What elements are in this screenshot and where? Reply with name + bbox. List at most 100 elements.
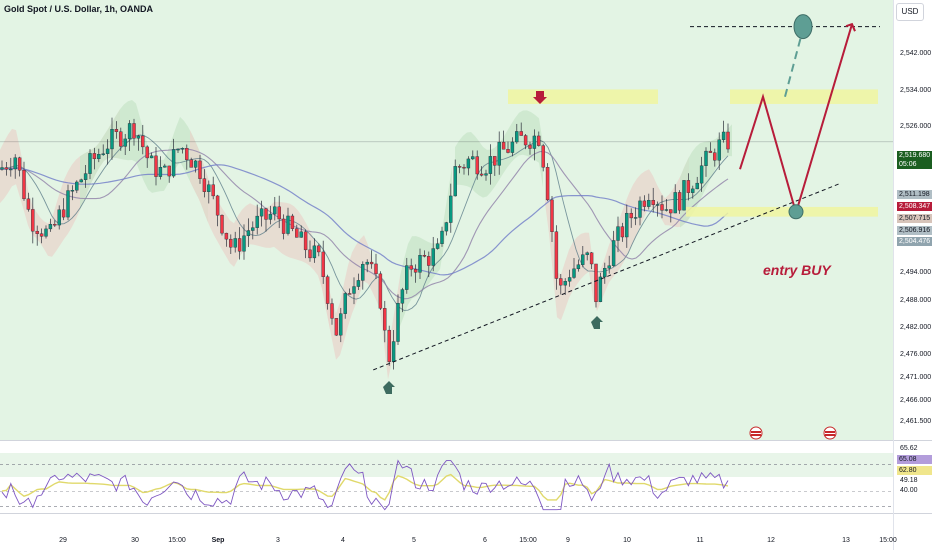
candle	[427, 251, 431, 278]
time-tick: 15:00	[168, 537, 186, 544]
candle	[484, 169, 488, 181]
candle	[264, 207, 268, 232]
candle-up	[149, 155, 154, 159]
candle-down	[462, 166, 466, 169]
candle	[629, 208, 633, 228]
candle	[655, 201, 660, 217]
candle-down	[629, 212, 633, 219]
candle-up	[352, 286, 356, 294]
candle-down	[475, 156, 479, 175]
candle	[383, 300, 387, 343]
candle-up	[123, 138, 127, 147]
candle-up	[339, 313, 343, 336]
candle-down	[374, 263, 378, 275]
level-badge: 2,508.347	[897, 202, 932, 211]
entry-point	[788, 204, 804, 220]
candle-down	[457, 166, 462, 168]
cloud-segment	[320, 235, 400, 380]
candle	[563, 278, 567, 295]
candle-up	[616, 226, 620, 241]
candle-down	[620, 226, 625, 238]
candle-down	[519, 131, 523, 136]
candle-down	[479, 173, 484, 176]
rsi-band	[0, 453, 893, 477]
candle-up	[673, 192, 677, 214]
candle-down	[211, 184, 215, 197]
candle-up	[625, 212, 629, 238]
target-point	[793, 14, 813, 40]
candle	[704, 147, 708, 177]
candle-up	[242, 235, 246, 252]
candle-up	[664, 209, 669, 211]
candle-up	[400, 289, 405, 304]
candle-down	[660, 204, 664, 211]
up-arrow-icon	[383, 381, 395, 394]
candle-up	[158, 167, 163, 177]
level-badge: 2,504.476	[897, 237, 932, 246]
candle-up	[70, 190, 75, 192]
candle	[286, 207, 290, 236]
candle	[70, 185, 75, 201]
candle	[457, 164, 462, 174]
candle	[277, 195, 281, 229]
price-tick: 2,466.000	[900, 397, 932, 404]
candle	[167, 165, 171, 183]
candle-down	[523, 135, 528, 146]
time-tick: 29	[59, 537, 67, 544]
candle-down	[537, 135, 541, 146]
candle	[537, 131, 541, 147]
candle	[290, 213, 295, 232]
candle-up	[251, 227, 255, 231]
candle-down	[119, 131, 123, 147]
candle-up	[127, 123, 132, 140]
candle	[158, 156, 163, 180]
candle-down	[202, 178, 207, 192]
candle	[119, 127, 123, 151]
candle-up	[704, 150, 708, 166]
candle-up	[638, 200, 642, 218]
up-arrow-icon	[591, 316, 603, 329]
candle	[607, 255, 611, 274]
candle-down	[31, 209, 35, 232]
candle	[686, 173, 691, 201]
candle	[488, 144, 493, 185]
candle-down	[642, 200, 647, 207]
candle-up	[0, 167, 4, 170]
candle-up	[66, 190, 70, 218]
candle-down	[387, 329, 391, 362]
candle	[620, 222, 625, 242]
candle	[273, 196, 277, 221]
moving-average-line	[0, 164, 729, 276]
candle	[26, 192, 31, 212]
candle-up	[255, 215, 259, 228]
candle-down	[541, 145, 545, 168]
candle-up	[136, 135, 141, 139]
candle	[330, 298, 334, 325]
candle	[352, 277, 356, 305]
candle	[625, 204, 629, 248]
candle-up	[585, 252, 589, 255]
candle	[642, 195, 647, 212]
candle	[149, 152, 154, 159]
candle	[189, 157, 193, 168]
candle	[176, 148, 180, 153]
currency-button[interactable]: USD	[896, 3, 924, 21]
candle-up	[572, 268, 576, 278]
candle-down	[708, 150, 713, 153]
candle-down	[277, 206, 281, 220]
candle-up	[699, 165, 704, 184]
candle	[669, 209, 673, 223]
candle	[268, 205, 273, 225]
candle-up	[233, 238, 237, 248]
candle-up	[418, 255, 422, 273]
time-tick: 10	[623, 537, 631, 544]
candle-up	[259, 208, 264, 217]
cloud-segment	[400, 166, 452, 327]
candle-up	[440, 230, 444, 244]
time-tick: 13	[842, 537, 850, 544]
candle-down	[281, 218, 286, 234]
candle-up	[79, 179, 83, 183]
candle	[664, 198, 669, 212]
candle-down	[303, 231, 308, 251]
